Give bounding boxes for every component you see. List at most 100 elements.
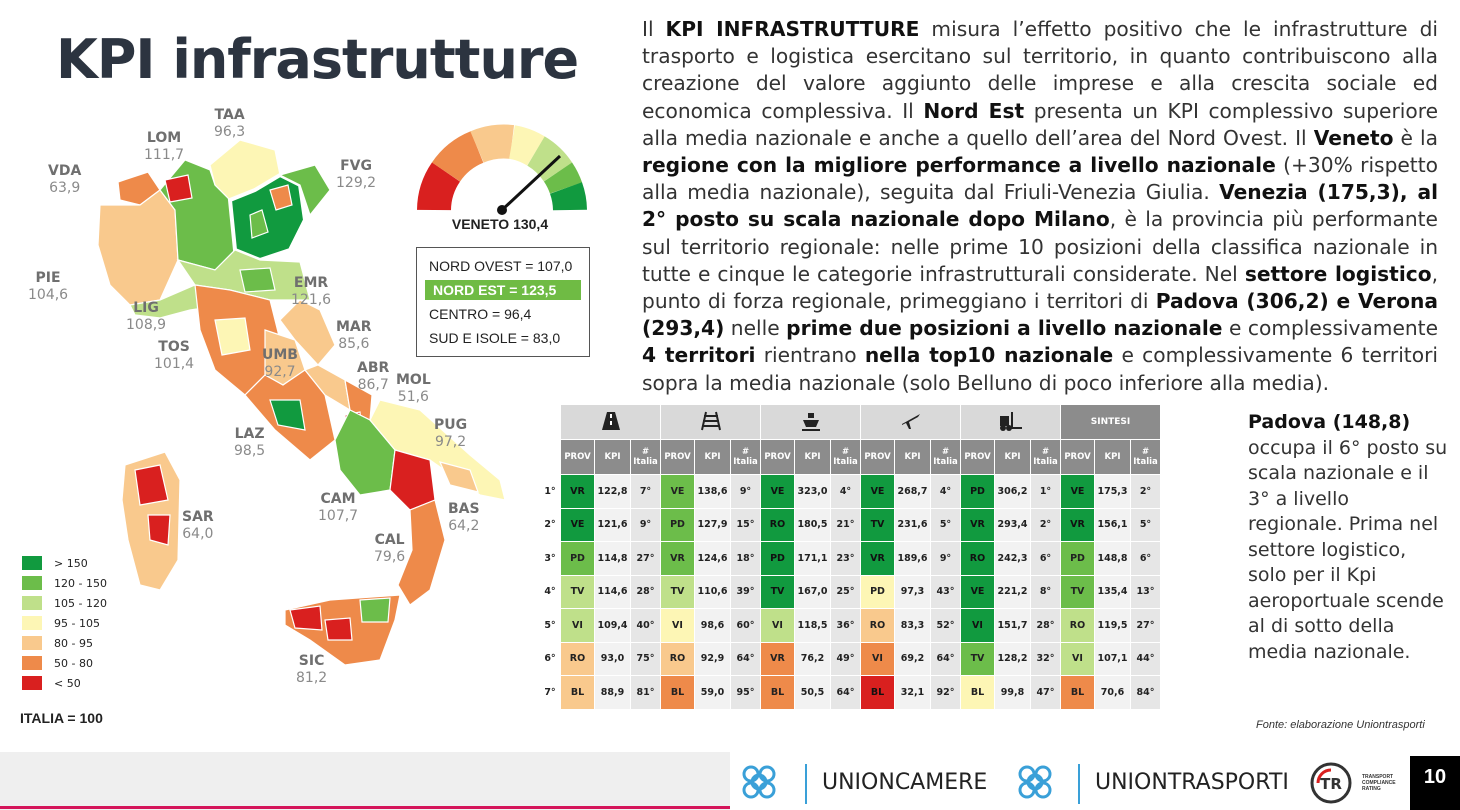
region-label-taa: TAA 96,3 xyxy=(214,107,246,140)
divider xyxy=(805,764,807,804)
province-cell: VE xyxy=(960,575,995,609)
region-label-tos: TOS 101,4 xyxy=(154,339,195,372)
region-label-lig: LIG 108,9 xyxy=(126,300,167,333)
italy-rank-cell: 13° xyxy=(1130,575,1161,609)
kpi-value-cell: 128,2 xyxy=(994,642,1031,676)
region-label-vda: VDA 63,9 xyxy=(48,163,82,196)
italy-map xyxy=(97,139,506,666)
column-header: KPI xyxy=(694,439,731,475)
province-cell: VE xyxy=(860,474,895,509)
italy-rank-cell: 47° xyxy=(1030,675,1061,710)
rank-label: 3° xyxy=(540,541,561,576)
column-header: KPI xyxy=(594,439,631,475)
italy-rank-cell: 36° xyxy=(830,608,861,643)
gauge-label: VENETO 130,4 xyxy=(451,216,549,232)
kpi-value-cell: 76,2 xyxy=(794,642,831,676)
legend-swatch xyxy=(22,656,42,670)
italy-rank-cell: 43° xyxy=(930,575,961,609)
province-cell: PD xyxy=(660,508,695,542)
region-label-cam: CAM 107,7 xyxy=(318,491,359,524)
italy-rank-cell: 95° xyxy=(730,675,761,710)
italy-rank-cell: 6° xyxy=(1130,541,1161,576)
province-cell: BL xyxy=(560,675,595,710)
kpi-value-cell: 70,6 xyxy=(1094,675,1131,710)
italy-rank-cell: 52° xyxy=(930,608,961,643)
region-label-mol: MOL 51,6 xyxy=(396,372,431,405)
kpi-value-cell: 268,7 xyxy=(894,474,931,509)
province-cell: BL xyxy=(860,675,895,710)
province-cell: VI xyxy=(1060,642,1095,676)
italy-rank-cell: 4° xyxy=(930,474,961,509)
legend-swatch xyxy=(22,616,42,630)
province-cell: TV xyxy=(860,508,895,542)
italy-rank-cell: 27° xyxy=(1130,608,1161,643)
italy-rank-cell: 92° xyxy=(930,675,961,710)
kpi-value-cell: 171,1 xyxy=(794,541,831,576)
italy-rank-cell: 1° xyxy=(1030,474,1061,509)
kpi-value-cell: 99,8 xyxy=(994,675,1031,710)
italy-rank-cell: 5° xyxy=(1130,508,1161,542)
legend-swatch xyxy=(22,596,42,610)
kpi-value-cell: 156,1 xyxy=(1094,508,1131,542)
unioncamere-logo-icon xyxy=(742,765,776,799)
table-row: 4° TV 114,6 28° TV 110,6 39° TV 167,0 25° PD 97,3 43… xyxy=(540,575,1161,609)
italy-rank-cell: 21° xyxy=(830,508,861,542)
column-header: PROV xyxy=(660,439,695,475)
area-sud: SUD E ISOLE = 83,0 xyxy=(429,330,561,346)
province-cell: RO xyxy=(1060,608,1095,643)
province-cell: RO xyxy=(760,508,795,542)
legend-swatch xyxy=(22,636,42,650)
column-header: # Italia xyxy=(830,439,861,475)
italy-rank-cell: 2° xyxy=(1030,508,1061,542)
kpi-value-cell: 92,9 xyxy=(694,642,731,676)
italy-rank-cell: 6° xyxy=(1030,541,1061,576)
province-cell: BL xyxy=(960,675,995,710)
region-bas xyxy=(389,449,436,511)
legend-item: 120 - 150 xyxy=(22,573,107,593)
italy-rank-cell: 84° xyxy=(1130,675,1161,710)
italy-rank-cell: 27° xyxy=(630,541,661,576)
forklift-icon xyxy=(960,405,1061,440)
italy-rank-cell: 49° xyxy=(830,642,861,676)
kpi-value-cell: 167,0 xyxy=(794,575,831,609)
kpi-value-cell: 114,6 xyxy=(594,575,631,609)
kpi-value-cell: 189,6 xyxy=(894,541,931,576)
area-centro: CENTRO = 96,4 xyxy=(429,306,532,322)
italy-rank-cell: 64° xyxy=(730,642,761,676)
province-cell: TV xyxy=(760,575,795,609)
column-header: PROV xyxy=(960,439,995,475)
province-cell: VR xyxy=(760,642,795,676)
province-cell: PD xyxy=(560,541,595,576)
kpi-value-cell: 83,3 xyxy=(894,608,931,643)
uniontrasporti-brand: UNIONTRASPORTI xyxy=(1095,770,1289,795)
area-box: NORD OVEST = 107,0 NORD EST = 123,5 CENT… xyxy=(416,247,590,357)
kpi-value-cell: 114,8 xyxy=(594,541,631,576)
italy-rank-cell: 44° xyxy=(1130,642,1161,676)
region-label-mar: MAR 85,6 xyxy=(336,319,372,352)
italy-rank-cell: 40° xyxy=(630,608,661,643)
italy-rank-cell: 4° xyxy=(830,474,861,509)
legend-item: 95 - 105 xyxy=(22,613,107,633)
province-cell: VI xyxy=(860,642,895,676)
svg-text:TR: TR xyxy=(1320,775,1342,793)
kpi-value-cell: 88,9 xyxy=(594,675,631,710)
province-cell: VI xyxy=(960,608,995,643)
province-cell: PD xyxy=(760,541,795,576)
rank-label: 2° xyxy=(540,508,561,542)
province-cell: BL xyxy=(660,675,695,710)
province-cell: VE xyxy=(1060,474,1095,509)
kpi-value-cell: 118,5 xyxy=(794,608,831,643)
area-nord-est: NORD EST = 123,5 xyxy=(425,280,581,300)
map-legend: > 150 120 - 150 105 - 120 95 - 105 80 - … xyxy=(22,553,107,693)
kpi-value-cell: 127,9 xyxy=(694,508,731,542)
column-header: PROV xyxy=(560,439,595,475)
region-label-lom: LOM 111,7 xyxy=(144,130,185,163)
province-cell: TV xyxy=(960,642,995,676)
province-cell: TV xyxy=(660,575,695,609)
plane-icon xyxy=(860,405,961,440)
province-cell: BL xyxy=(1060,675,1095,710)
kpi-value-cell: 119,5 xyxy=(1094,608,1131,643)
italy-rank-cell: 81° xyxy=(630,675,661,710)
kpi-value-cell: 151,7 xyxy=(994,608,1031,643)
province-cell: VR xyxy=(960,508,995,542)
